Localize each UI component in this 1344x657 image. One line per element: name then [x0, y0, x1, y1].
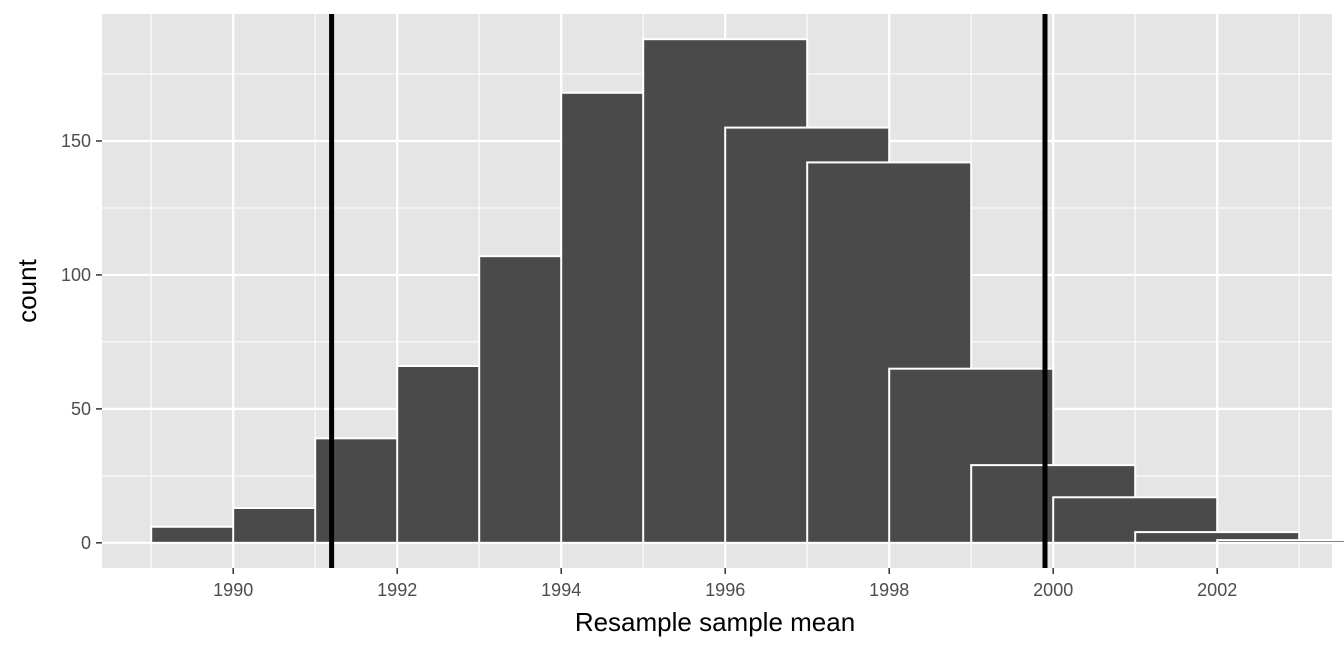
x-tick-label: 2000 — [1033, 580, 1073, 600]
x-axis: 1990 1992 1994 1996 1998 2000 2002 — [213, 568, 1237, 600]
histogram-bars — [150, 38, 1344, 544]
y-axis-title: count — [12, 258, 42, 322]
x-tick-label: 2002 — [1197, 580, 1237, 600]
x-tick-label: 1998 — [869, 580, 909, 600]
y-tick-label: 100 — [61, 265, 91, 285]
y-tick-label: 50 — [71, 399, 91, 419]
y-tick-label: 0 — [81, 533, 91, 553]
x-tick-label: 1990 — [213, 580, 253, 600]
histogram-bar — [1216, 539, 1344, 544]
x-axis-title: Resample sample mean — [575, 607, 855, 637]
x-tick-label: 1996 — [705, 580, 745, 600]
y-tick-label: 150 — [61, 131, 91, 151]
reference-lines — [329, 14, 1048, 568]
y-axis: 0 50 100 150 — [61, 131, 102, 553]
x-tick-label: 1992 — [377, 580, 417, 600]
x-tick-label: 1994 — [541, 580, 581, 600]
